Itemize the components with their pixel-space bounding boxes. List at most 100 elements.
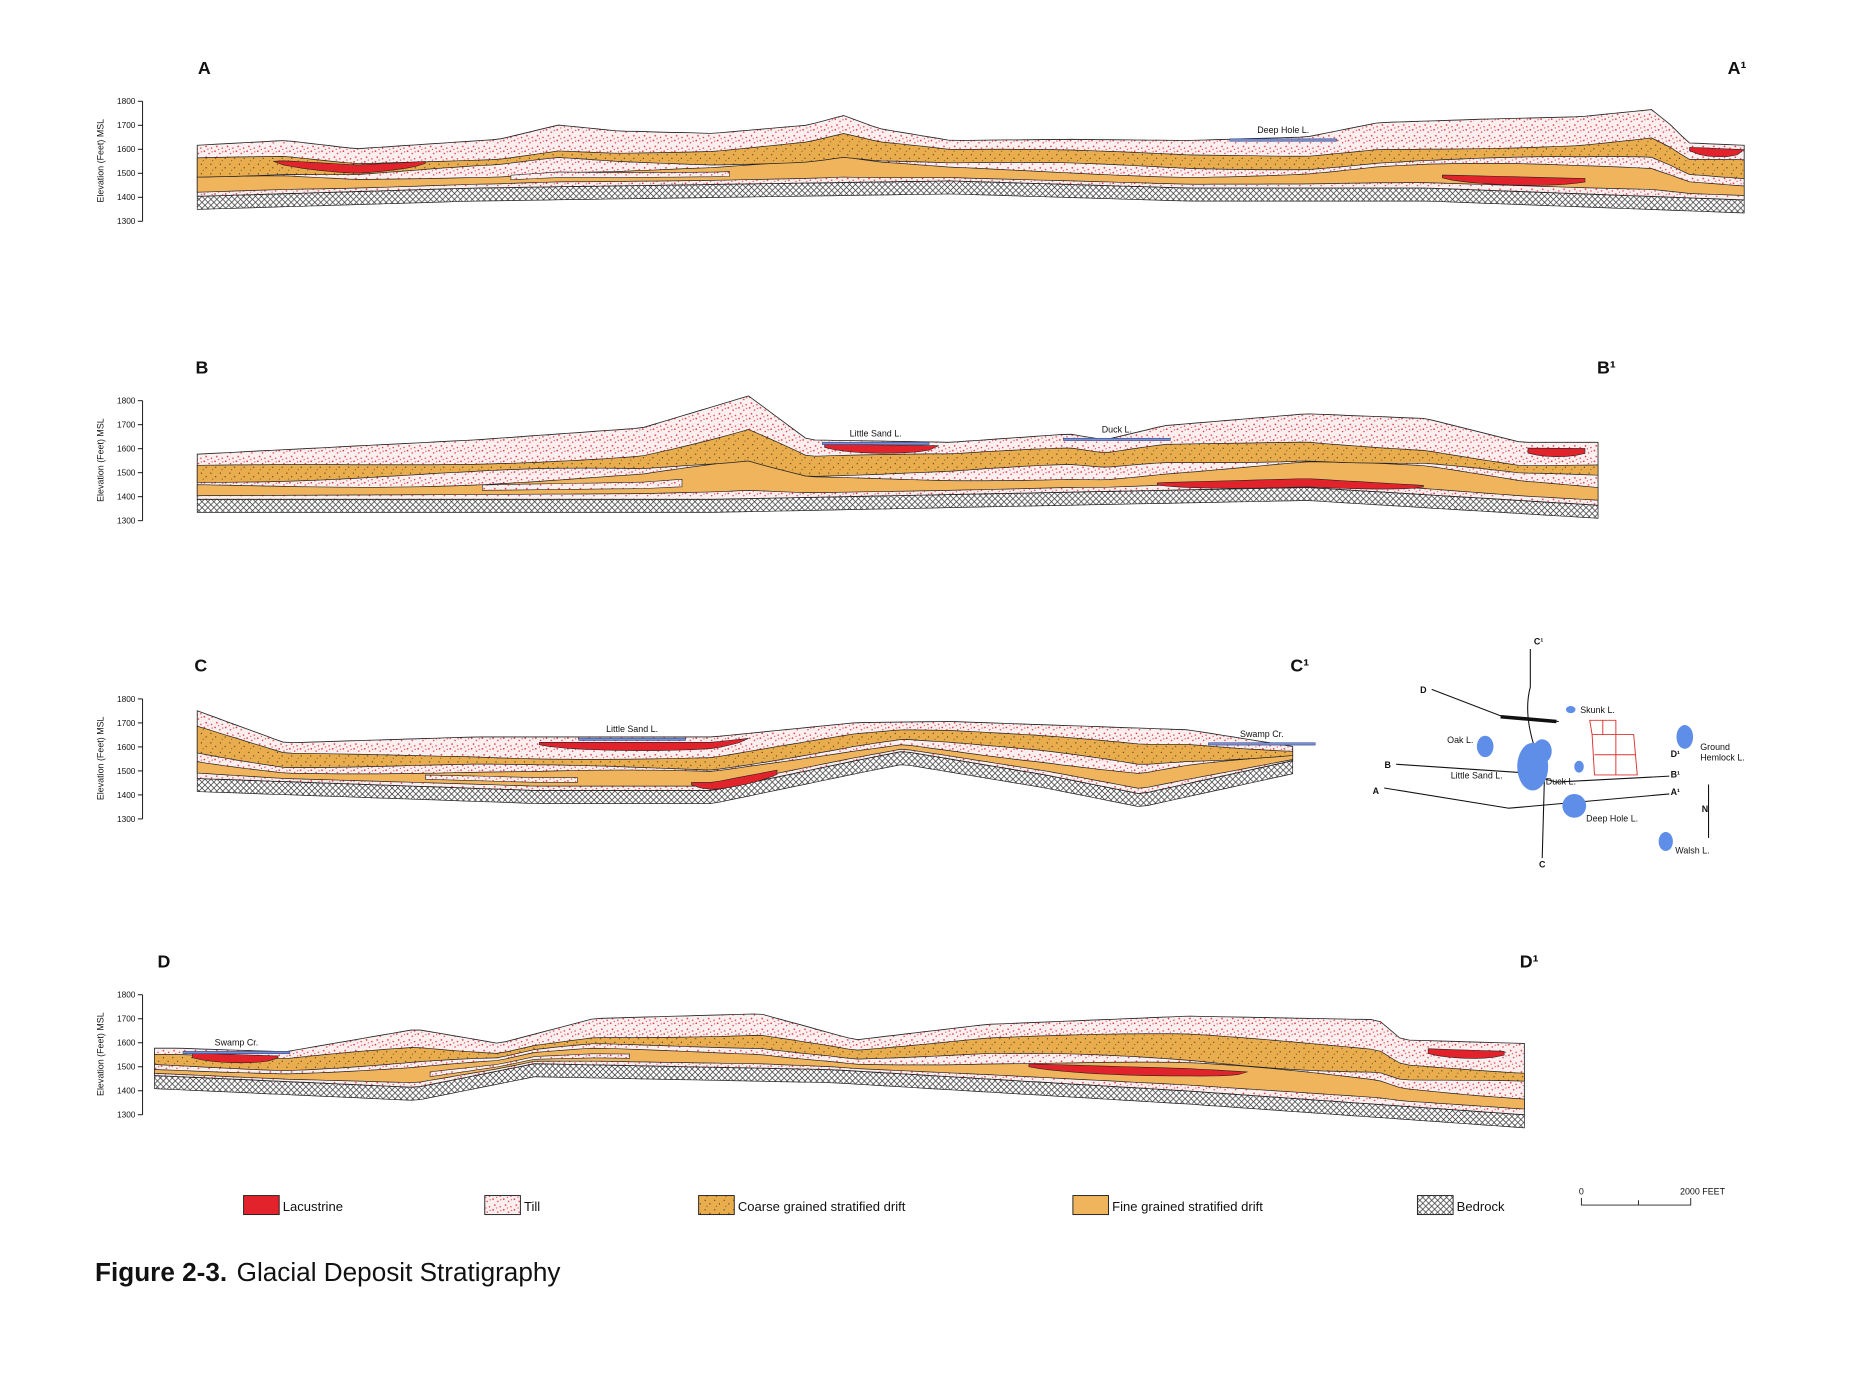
lacustrine [1442, 174, 1586, 186]
lake-label: Little Sand L. [606, 724, 658, 734]
axis-tick-label: 1600 [117, 1038, 136, 1048]
map-grid [1589, 719, 1638, 776]
axis-tick-label: 1700 [117, 120, 136, 130]
map-label: Ground [1700, 742, 1730, 752]
map-line [1431, 688, 1559, 723]
axis-tick-label: 1600 [117, 144, 136, 154]
fine-drift [196, 459, 1599, 501]
till-lens [425, 774, 578, 783]
map-label: Oak L. [1447, 735, 1473, 745]
map-label: Duck L. [1546, 776, 1576, 786]
map-line [1384, 787, 1670, 809]
legend-swatch [1072, 1195, 1110, 1216]
till-lens [482, 479, 683, 491]
map-label: D¹ [1671, 749, 1680, 759]
section-end-label: B¹ [1597, 357, 1616, 377]
fine-drift [196, 156, 1745, 196]
legend-swatch [243, 1195, 280, 1216]
scale-start: 0 [1579, 1186, 1584, 1196]
map-lake [1532, 739, 1552, 764]
section-start-label: C [194, 656, 207, 676]
map-label: C [1539, 860, 1546, 870]
axis-tick-label: 1500 [117, 766, 136, 776]
axis-tick-label: 1700 [117, 420, 136, 430]
section: C C¹ 1800 1700 1600 1500 1400 1300 Elevation (Fe… [95, 656, 1316, 824]
section: B B¹ 1800 1700 1600 1500 1400 1300 Elevation (Fe… [95, 357, 1615, 525]
axis-tick-label: 1300 [117, 1110, 136, 1120]
axis-tick-label: 1500 [117, 1062, 136, 1072]
lake-label: Deep Hole L. [1257, 125, 1309, 135]
axis-tick-label: 1300 [117, 814, 136, 824]
map-label: C¹ [1534, 636, 1543, 646]
legend-label: Fine grained stratified drift [1112, 1199, 1263, 1214]
axis-title: Elevation (Feet) MSL [95, 418, 105, 502]
axis-tick-label: 1500 [117, 468, 136, 478]
scale-bar [1580, 1197, 1692, 1206]
map-label: D [1420, 685, 1427, 695]
map-label: Hemlock L. [1700, 753, 1745, 763]
section-start-label: B [196, 357, 209, 377]
axis-title: Elevation (Feet) MSL [95, 119, 105, 203]
legend-swatch [698, 1195, 735, 1216]
map-label: B¹ [1671, 769, 1680, 779]
legend-label: Bedrock [1457, 1199, 1505, 1214]
lacustrine [273, 160, 426, 174]
axis-tick-label: 1400 [117, 790, 136, 800]
scale-end: 2000 FEET [1680, 1186, 1726, 1196]
map-lake [1562, 793, 1587, 818]
axis-tick-label: 1800 [117, 694, 136, 704]
lacustrine [539, 738, 749, 751]
axis-tick-label: 1300 [117, 216, 136, 226]
map-lake [1565, 706, 1576, 714]
axis-tick-label: 1600 [117, 742, 136, 752]
lake-water [821, 441, 930, 445]
legend-swatch [484, 1195, 521, 1216]
caption-number: Figure 2-3. [95, 1257, 227, 1287]
section: A A¹ 1800 1700 1600 1500 1400 1300 Elevation (Fe… [95, 58, 1746, 226]
axis-tick-label: 1800 [117, 396, 136, 406]
section-start-label: D [158, 951, 171, 971]
map-lake [1676, 725, 1694, 749]
lake-label: Swamp Cr. [1240, 729, 1284, 739]
section-end-label: C¹ [1290, 656, 1309, 676]
map-label: Walsh L. [1675, 845, 1709, 855]
coarse-drift [196, 725, 1294, 771]
coarse-drift [196, 429, 1599, 483]
lake-label: Duck L. [1102, 424, 1132, 434]
section: D D¹ 1800 1700 1600 1500 1400 1300 Elevation (Fe… [95, 951, 1539, 1129]
axis-tick-label: 1400 [117, 192, 136, 202]
map-road [1500, 714, 1557, 724]
lacustrine [192, 1052, 279, 1064]
lacustrine [1028, 1063, 1248, 1077]
lake-water [1063, 437, 1171, 441]
legend-label: Coarse grained stratified drift [738, 1199, 906, 1214]
lacustrine [1156, 478, 1424, 490]
map-label: A¹ [1671, 787, 1680, 797]
map-label: N [1702, 804, 1708, 814]
map-label: Deep Hole L. [1586, 813, 1638, 823]
lake-label: Little Sand L. [850, 428, 902, 438]
map-label: Little Sand L. [1451, 771, 1503, 781]
axis-title: Elevation (Feet) MSL [95, 716, 105, 800]
fine-drift [154, 1047, 1525, 1110]
axis-tick-label: 1600 [117, 444, 136, 454]
section-start-label: A [198, 58, 211, 78]
axis-tick-label: 1500 [117, 168, 136, 178]
lake-water [182, 1051, 291, 1054]
map-lake [1574, 760, 1584, 773]
section-end-label: D¹ [1520, 951, 1539, 971]
section-end-label: A¹ [1728, 58, 1747, 78]
axis-tick-label: 1400 [117, 1086, 136, 1096]
map-lake [1476, 735, 1494, 758]
axis-tick-label: 1800 [117, 96, 136, 106]
cross-sections: A A¹ 1800 1700 1600 1500 1400 1300 Elevation (Fe… [95, 58, 1747, 1129]
legend-label: Lacustrine [283, 1199, 343, 1214]
axis-tick-label: 1700 [117, 718, 136, 728]
legend: Lacustrine Till Coarse grained stratified … [243, 1186, 1726, 1216]
lake-label: Swamp Cr. [215, 1037, 259, 1047]
lake-water [1208, 742, 1316, 746]
axis-tick-label: 1400 [117, 492, 136, 502]
caption-title: Glacial Deposit Stratigraphy [237, 1257, 562, 1287]
